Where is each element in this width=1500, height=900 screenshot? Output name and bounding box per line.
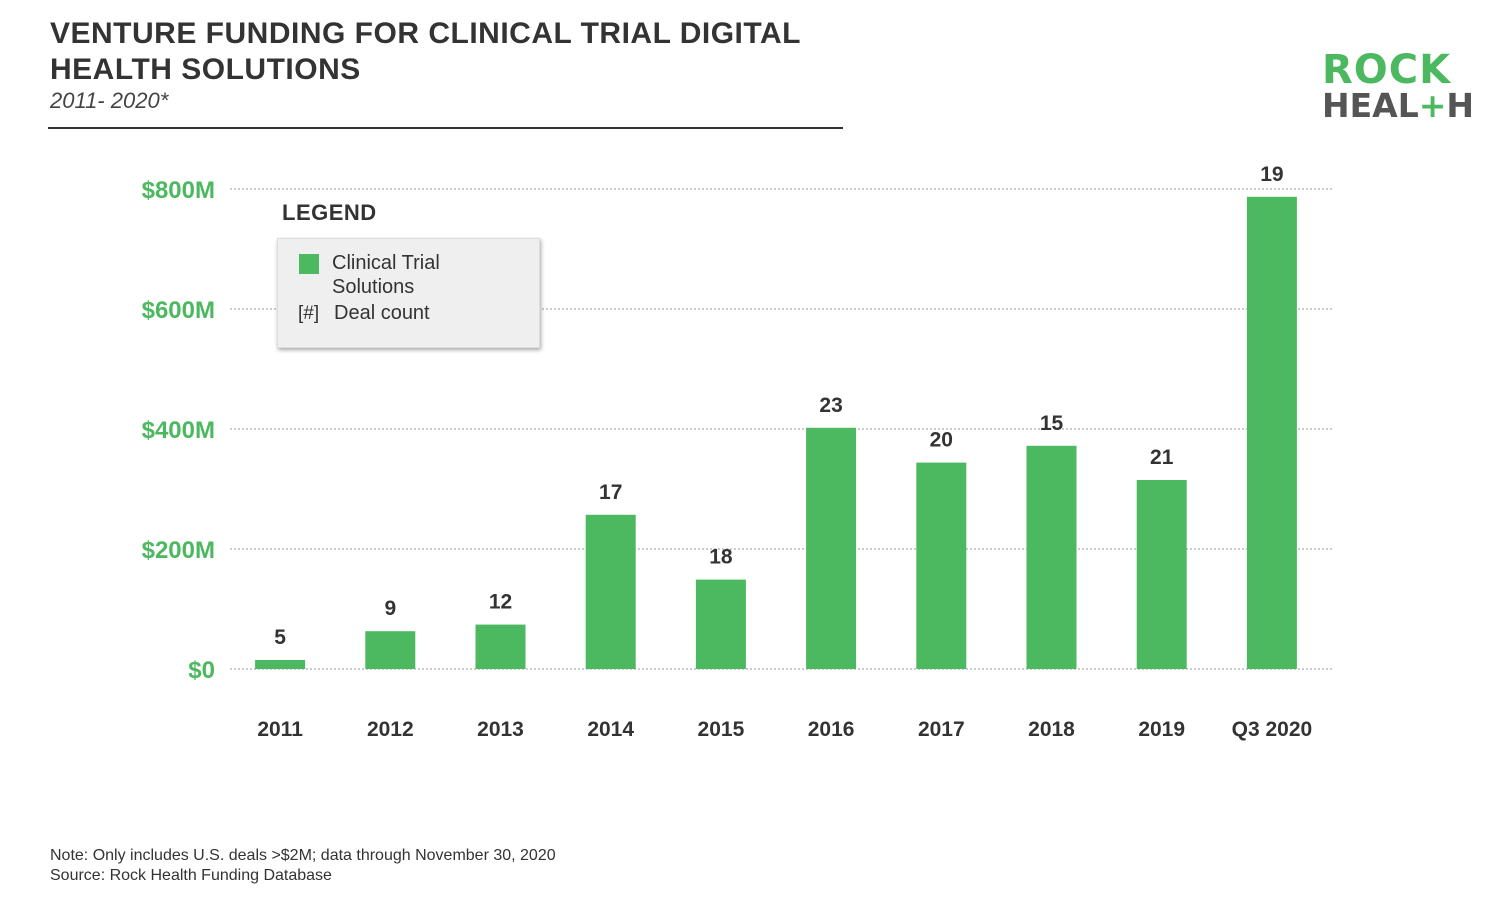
deal-count-label: 5 [274, 626, 286, 649]
legend-swatch [299, 254, 319, 274]
x-tick-label: Q3 2020 [1232, 718, 1313, 741]
title-divider [48, 127, 843, 129]
legend-deal-marker: [#] [298, 303, 320, 324]
footnote-source: Source: Rock Health Funding Database [50, 867, 332, 884]
legend-title: LEGEND [282, 200, 377, 225]
x-tick-label: 2017 [918, 718, 965, 741]
deal-count-label: 12 [489, 591, 512, 614]
footnote-note: Note: Only includes U.S. deals >$2M; dat… [50, 847, 556, 864]
bar [1246, 196, 1297, 670]
x-tick-label: 2012 [367, 718, 414, 741]
bar [255, 660, 306, 669]
deal-count-label: 18 [709, 546, 733, 569]
logo-line-2-end: H [1446, 86, 1475, 125]
bar [916, 462, 967, 669]
deal-count-label: 17 [599, 481, 622, 504]
x-tick-label: 2014 [587, 718, 634, 741]
x-tick-label: 2018 [1028, 718, 1075, 741]
y-tick-label: $200M [142, 537, 215, 564]
deal-count-label: 19 [1260, 163, 1283, 186]
bar [475, 624, 526, 669]
y-tick-label: $600M [142, 297, 215, 324]
legend-deal-label: Deal count [334, 302, 430, 324]
bar [806, 427, 857, 669]
bar [695, 579, 746, 669]
y-tick-label: $0 [188, 657, 215, 684]
chart-title: VENTURE FUNDING FOR CLINICAL TRIAL DIGIT… [50, 17, 801, 86]
x-tick-label: 2019 [1138, 718, 1185, 741]
logo-plus: + [1418, 86, 1447, 125]
bar [365, 631, 416, 669]
deal-count-label: 20 [930, 429, 953, 452]
deal-count-label: 15 [1040, 412, 1064, 435]
bar [585, 514, 636, 669]
y-tick-label: $400M [142, 417, 215, 444]
x-tick-label: 2015 [698, 718, 745, 741]
deal-count-label: 9 [384, 597, 396, 620]
x-tick-label: 2011 [257, 718, 303, 741]
y-tick-label: $800M [142, 177, 215, 204]
logo-line-2: HEAL+H [1322, 86, 1474, 125]
x-tick-label: 2016 [808, 718, 855, 741]
chart-subtitle: 2011- 2020* [50, 88, 169, 113]
logo-line-1: ROCK [1322, 47, 1452, 93]
deal-count-label: 21 [1150, 446, 1174, 469]
logo-line-2-start: HEAL [1322, 86, 1419, 125]
bar [1136, 480, 1187, 669]
bar [1026, 445, 1077, 669]
deal-count-label: 23 [819, 394, 842, 417]
rock-health-logo: ROCK HEAL+H [1322, 47, 1474, 125]
legend-box: Clinical Trial Solutions [#] Deal count [277, 238, 540, 348]
legend-series-label: Clinical Trial Solutions [332, 252, 440, 298]
x-tick-label: 2013 [477, 718, 524, 741]
